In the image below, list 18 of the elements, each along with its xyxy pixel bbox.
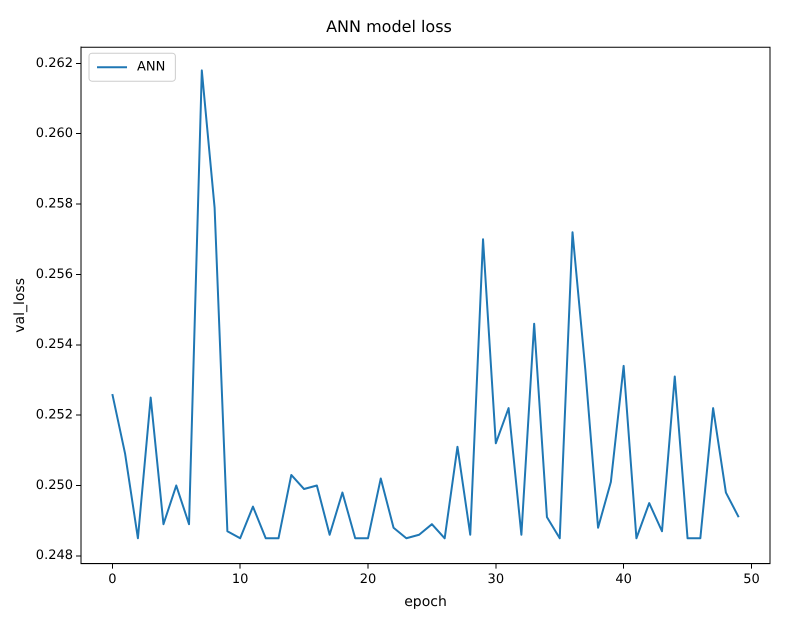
x-tick-label: 50	[743, 572, 760, 587]
y-tick-label: 0.254	[36, 337, 74, 352]
y-tick-label: 0.250	[36, 478, 74, 493]
y-tick-label: 0.252	[36, 408, 74, 423]
x-tick-label: 20	[360, 572, 376, 587]
y-tick-label: 0.258	[36, 196, 74, 212]
y-tick-label: 0.262	[36, 56, 74, 71]
x-tick-label: 10	[232, 572, 248, 587]
x-axis-title: epoch	[404, 594, 447, 610]
y-tick-label: 0.260	[36, 126, 74, 142]
legend-label: ANN	[137, 60, 166, 75]
y-tick-label: 0.248	[36, 548, 74, 564]
x-tick-label: 0	[108, 572, 116, 587]
y-tick-label: 0.256	[36, 266, 74, 282]
chart-title: ANN model loss	[326, 16, 452, 36]
y-axis-title: val_loss	[12, 278, 28, 333]
x-tick-label: 30	[488, 572, 504, 587]
x-tick-label: 40	[615, 572, 632, 587]
